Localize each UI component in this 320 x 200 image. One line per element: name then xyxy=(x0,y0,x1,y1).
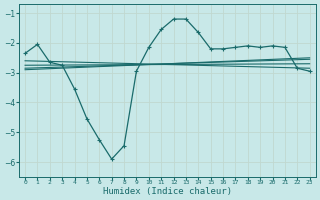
X-axis label: Humidex (Indice chaleur): Humidex (Indice chaleur) xyxy=(103,187,232,196)
